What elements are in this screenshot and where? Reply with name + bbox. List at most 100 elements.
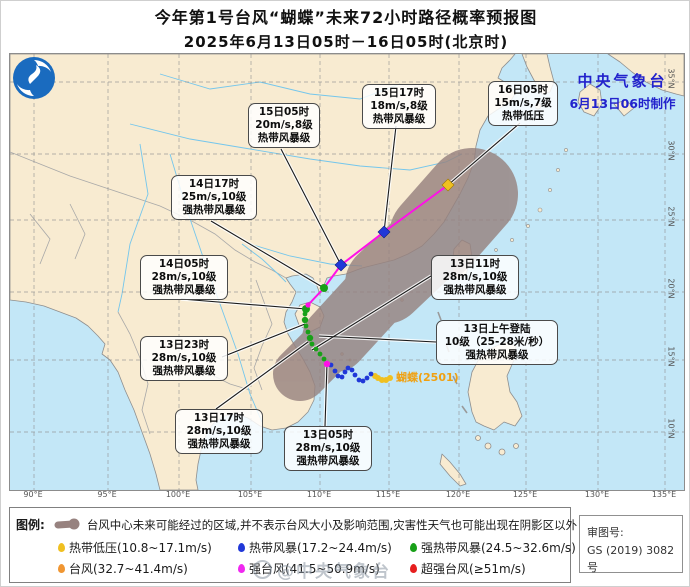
title-line2: 2025年6月13日05时－16日05时(北京时) bbox=[183, 33, 509, 51]
forecast-sts-dots bbox=[301, 284, 328, 362]
legend-label: 热带低压(10.8~17.1m/s) bbox=[69, 541, 212, 555]
longitude-axis: 90°E 95°E 100°E 105°E 110°E 115°E 120°E … bbox=[9, 490, 683, 503]
lon-label: 130°E bbox=[584, 490, 610, 499]
legend-label: 强台风(41.5~50.9m/s) bbox=[249, 562, 380, 576]
probability-cone bbox=[273, 148, 518, 401]
lon-label: 125°E bbox=[512, 490, 538, 499]
storm-name-label: 蝴蝶(2501) bbox=[396, 371, 459, 384]
lat-label: 30°N bbox=[666, 140, 676, 161]
callout-category: 强热带风暴级 bbox=[443, 284, 507, 297]
forecast-track bbox=[301, 178, 455, 362]
callout-landfall: 13日上午登陆 10级（25-28米/秒） 强热带风暴级 bbox=[436, 320, 558, 366]
ty-swatch bbox=[58, 564, 65, 573]
current-position-marker bbox=[323, 360, 331, 368]
visayas-islet bbox=[484, 442, 492, 450]
watermark: @中央气象台 bbox=[253, 557, 391, 582]
callout-wind: 20m/s,8级 bbox=[255, 119, 313, 132]
callout-time: 14日05时 bbox=[158, 258, 210, 270]
callout-time: 13日上午登陆 bbox=[463, 323, 531, 335]
callout-wind: 28m/s,10级 bbox=[151, 352, 217, 365]
callout-wind: 28m/s,10级 bbox=[186, 425, 252, 438]
lon-label: 120°E bbox=[445, 490, 471, 499]
legend-label: 台风(32.7~41.4m/s) bbox=[69, 562, 188, 576]
title-line1: 今年第1号台风“蝴蝶”未来72小时路径概率预报图 bbox=[154, 8, 538, 27]
callout-wind: 28m/s,10级 bbox=[151, 271, 217, 284]
palawan-island bbox=[439, 453, 467, 487]
callout-category: 强热带风暴级 bbox=[296, 455, 360, 468]
callout-category: 强热带风暴级 bbox=[152, 284, 216, 297]
track-ts-segment bbox=[328, 362, 374, 384]
map-canvas: 中央气象台 6月13日06时制作 蝴蝶(2501) 35°N 30°N 25°N… bbox=[9, 53, 685, 491]
callout-wind: 28m/s,10级 bbox=[442, 271, 508, 284]
watermark-text: @中央气象台 bbox=[277, 562, 391, 582]
legend-label: 热带风暴(17.2~24.4m/s) bbox=[249, 541, 392, 555]
legend-label: 超强台风(≥51m/s) bbox=[421, 562, 526, 576]
lon-label: 135°E bbox=[651, 490, 677, 499]
lon-label: 110°E bbox=[306, 490, 332, 499]
map-svg bbox=[10, 54, 684, 490]
legend-label: 强热带风暴(24.5~32.6m/s) bbox=[421, 541, 576, 555]
cma-logo-icon bbox=[13, 57, 55, 99]
shikoku-island bbox=[613, 99, 635, 117]
callout-time: 13日17时 bbox=[193, 412, 245, 424]
callout-14d05h: 14日05时 28m/s,10级 强热带风暴级 bbox=[140, 255, 228, 301]
callout-category: 强热带风暴级 bbox=[465, 349, 529, 362]
callout-wind: 15m/s,7级 bbox=[494, 97, 552, 110]
lat-label: 15°N bbox=[666, 346, 676, 367]
lat-label: 10°N bbox=[666, 418, 676, 439]
callout-15d17h: 15日17时 18m/s,8级 热带风暴级 bbox=[362, 84, 436, 130]
callout-time: 13日11时 bbox=[449, 258, 501, 270]
callout-14d17h: 14日17时 25m/s,10级 强热带风暴级 bbox=[171, 175, 257, 221]
legend-item-sty: 强台风(41.5~50.9m/s) bbox=[238, 560, 380, 577]
forecast-td-diamond bbox=[441, 178, 455, 192]
callout-13d17h: 13日17时 28m/s,10级 强热带风暴级 bbox=[175, 409, 263, 455]
forecast-start-marker bbox=[305, 302, 311, 308]
forecast-ts-diamond bbox=[334, 258, 348, 272]
super-ty-swatch bbox=[410, 564, 417, 573]
credit-block: 中央气象台 6月13日06时制作 bbox=[555, 70, 689, 112]
approval-label: 审图号: bbox=[587, 526, 624, 539]
callout-category: 强热带风暴级 bbox=[187, 438, 251, 451]
ts-swatch bbox=[238, 543, 245, 552]
callout-category: 热带风暴级 bbox=[372, 113, 426, 126]
observed-track bbox=[323, 360, 393, 384]
credit-agency: 中央气象台 bbox=[577, 72, 668, 90]
watermark-logo-icon bbox=[253, 560, 272, 579]
callout-13d11h: 13日11时 28m/s,10级 强热带风暴级 bbox=[431, 255, 519, 301]
legend-box: 图例: 台风中心未来可能经过的区域,并不表示台风大小及影响范围,灾害性天气也可能… bbox=[9, 507, 577, 583]
callout-13d23h: 13日23时 28m/s,10级 强热带风暴级 bbox=[140, 336, 228, 382]
callout-wind: 25m/s,10级 bbox=[181, 191, 247, 204]
callout-category: 强热带风暴级 bbox=[182, 204, 246, 217]
callout-time: 16日05时 bbox=[497, 84, 549, 96]
callout-time: 13日05时 bbox=[302, 429, 354, 441]
lon-label: 90°E bbox=[23, 490, 43, 499]
callout-category: 热带低压 bbox=[502, 110, 544, 123]
legend-cone-note: 台风中心未来可能经过的区域,并不表示台风大小及影响范围,灾害性天气也可能出现在阴… bbox=[86, 517, 578, 532]
lon-label: 95°E bbox=[97, 490, 117, 499]
td-swatch bbox=[58, 543, 65, 552]
lon-label: 105°E bbox=[237, 490, 263, 499]
lat-label: 20°N bbox=[666, 278, 676, 299]
ryukyu-islands bbox=[494, 148, 568, 252]
sts-swatch bbox=[410, 543, 417, 552]
callout-time: 13日23时 bbox=[158, 339, 210, 351]
callout-wind: 28m/s,10级 bbox=[295, 442, 361, 455]
legend-item-super-ty: 超强台风(≥51m/s) bbox=[410, 560, 526, 577]
forecast-ts-diamond bbox=[377, 225, 391, 239]
credit-issued-time: 6月13日06时制作 bbox=[569, 96, 676, 111]
callout-category: 热带风暴级 bbox=[257, 132, 311, 145]
legend-item-ty: 台风(32.7~41.4m/s) bbox=[58, 560, 188, 577]
lat-label: 25°N bbox=[666, 206, 676, 227]
legend-item-sts: 强热带风暴(24.5~32.6m/s) bbox=[410, 539, 576, 556]
visayas-islet bbox=[513, 443, 519, 449]
callout-category: 强热带风暴级 bbox=[152, 365, 216, 378]
callout-15d05h: 15日05时 20m/s,8级 热带风暴级 bbox=[248, 103, 320, 149]
legend-item-ts: 热带风暴(17.2~24.4m/s) bbox=[238, 539, 392, 556]
callout-wind: 18m/s,8级 bbox=[370, 100, 428, 113]
map-approval-box: 审图号: GS (2019) 3082号 bbox=[579, 515, 683, 574]
sty-swatch bbox=[238, 564, 245, 573]
legend-item-td: 热带低压(10.8~17.1m/s) bbox=[58, 539, 212, 556]
callout-time: 14日17时 bbox=[188, 178, 240, 190]
callout-time: 15日05时 bbox=[258, 106, 310, 118]
